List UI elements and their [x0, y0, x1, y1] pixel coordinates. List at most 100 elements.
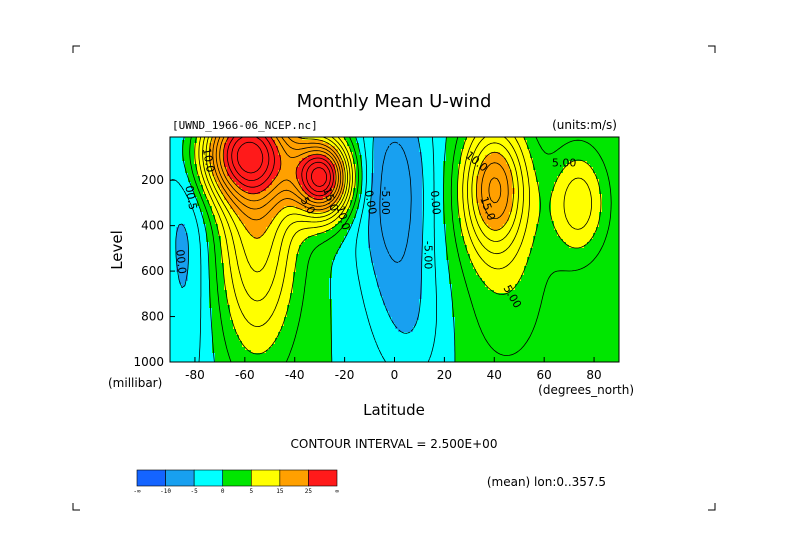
field-cell [311, 266, 315, 270]
field-cell [194, 188, 198, 192]
field-cell [350, 224, 354, 228]
field-cell [317, 356, 321, 360]
field-cell [299, 248, 303, 252]
field-cell [236, 206, 240, 210]
field-cell [287, 308, 291, 312]
field-cell [275, 161, 279, 165]
field-cell [248, 152, 252, 156]
field-cell [296, 218, 300, 222]
field-cell [248, 233, 252, 237]
field-cell [332, 215, 336, 219]
field-cell [293, 242, 297, 246]
field-cell [263, 233, 267, 237]
field-cell [323, 332, 327, 336]
field-cell [281, 338, 285, 342]
field-cell [356, 302, 360, 306]
field-cell [299, 149, 303, 153]
field-cell [194, 257, 198, 261]
field-cell [359, 146, 363, 150]
field-cell [305, 287, 309, 291]
field-cell [281, 209, 285, 213]
field-cell [227, 299, 231, 303]
field-cell [242, 326, 246, 330]
field-cell [359, 272, 363, 276]
field-cell [206, 251, 210, 255]
field-cell [278, 320, 282, 324]
field-cell [221, 236, 225, 240]
field-cell [242, 242, 246, 246]
field-cell [260, 308, 264, 312]
field-cell [362, 158, 366, 162]
field-cell [320, 227, 324, 231]
field-cell [170, 218, 174, 222]
field-cell [185, 266, 189, 270]
field-cell [278, 284, 282, 288]
field-cell [230, 347, 234, 351]
field-cell [215, 155, 219, 159]
field-cell [314, 182, 318, 186]
field-cell [272, 248, 276, 252]
field-cell [170, 200, 174, 204]
field-cell [233, 269, 237, 273]
field-cell [236, 278, 240, 282]
field-cell [350, 143, 354, 147]
field-cell [179, 191, 183, 195]
field-cell [293, 290, 297, 294]
field-cell [344, 311, 348, 315]
field-cell [302, 269, 306, 273]
field-cell [281, 170, 285, 174]
field-cell [362, 263, 366, 267]
field-cell [266, 182, 270, 186]
field-cell [275, 311, 279, 315]
field-cell [170, 314, 174, 318]
field-cell [314, 218, 318, 222]
field-cell [224, 299, 228, 303]
field-cell [221, 152, 225, 156]
field-cell [197, 308, 201, 312]
field-cell [290, 167, 294, 171]
field-cell [215, 143, 219, 147]
field-cell [335, 257, 339, 261]
field-cell [179, 302, 183, 306]
field-cell [356, 209, 360, 213]
field-cell [314, 299, 318, 303]
field-cell [212, 185, 216, 189]
field-cell [257, 251, 261, 255]
field-cell [191, 266, 195, 270]
field-cell [242, 305, 246, 309]
field-cell [182, 260, 186, 264]
field-cell [320, 269, 324, 273]
field-cell [290, 311, 294, 315]
field-cell [239, 272, 243, 276]
field-cell [284, 224, 288, 228]
field-cell [317, 155, 321, 159]
field-cell [242, 299, 246, 303]
field-cell [338, 233, 342, 237]
field-cell [194, 206, 198, 210]
field-cell [341, 353, 345, 357]
field-cell [296, 203, 300, 207]
field-cell [278, 326, 282, 330]
field-cell [338, 272, 342, 276]
field-cell [206, 317, 210, 321]
field-cell [293, 140, 297, 144]
field-cell [329, 335, 333, 339]
field-cell [263, 218, 267, 222]
field-cell [203, 257, 207, 261]
field-cell [341, 326, 345, 330]
field-cell [218, 227, 222, 231]
field-cell [275, 287, 279, 291]
field-cell [227, 185, 231, 189]
field-cell [314, 320, 318, 324]
field-cell [299, 140, 303, 144]
field-cell [344, 359, 348, 362]
field-cell [191, 299, 195, 303]
field-cell [233, 170, 237, 174]
field-cell [332, 194, 336, 198]
field-cell [269, 320, 273, 324]
field-cell [320, 188, 324, 192]
field-cell [314, 230, 318, 234]
field-cell [275, 236, 279, 240]
field-cell [326, 302, 330, 306]
field-cell [185, 212, 189, 216]
